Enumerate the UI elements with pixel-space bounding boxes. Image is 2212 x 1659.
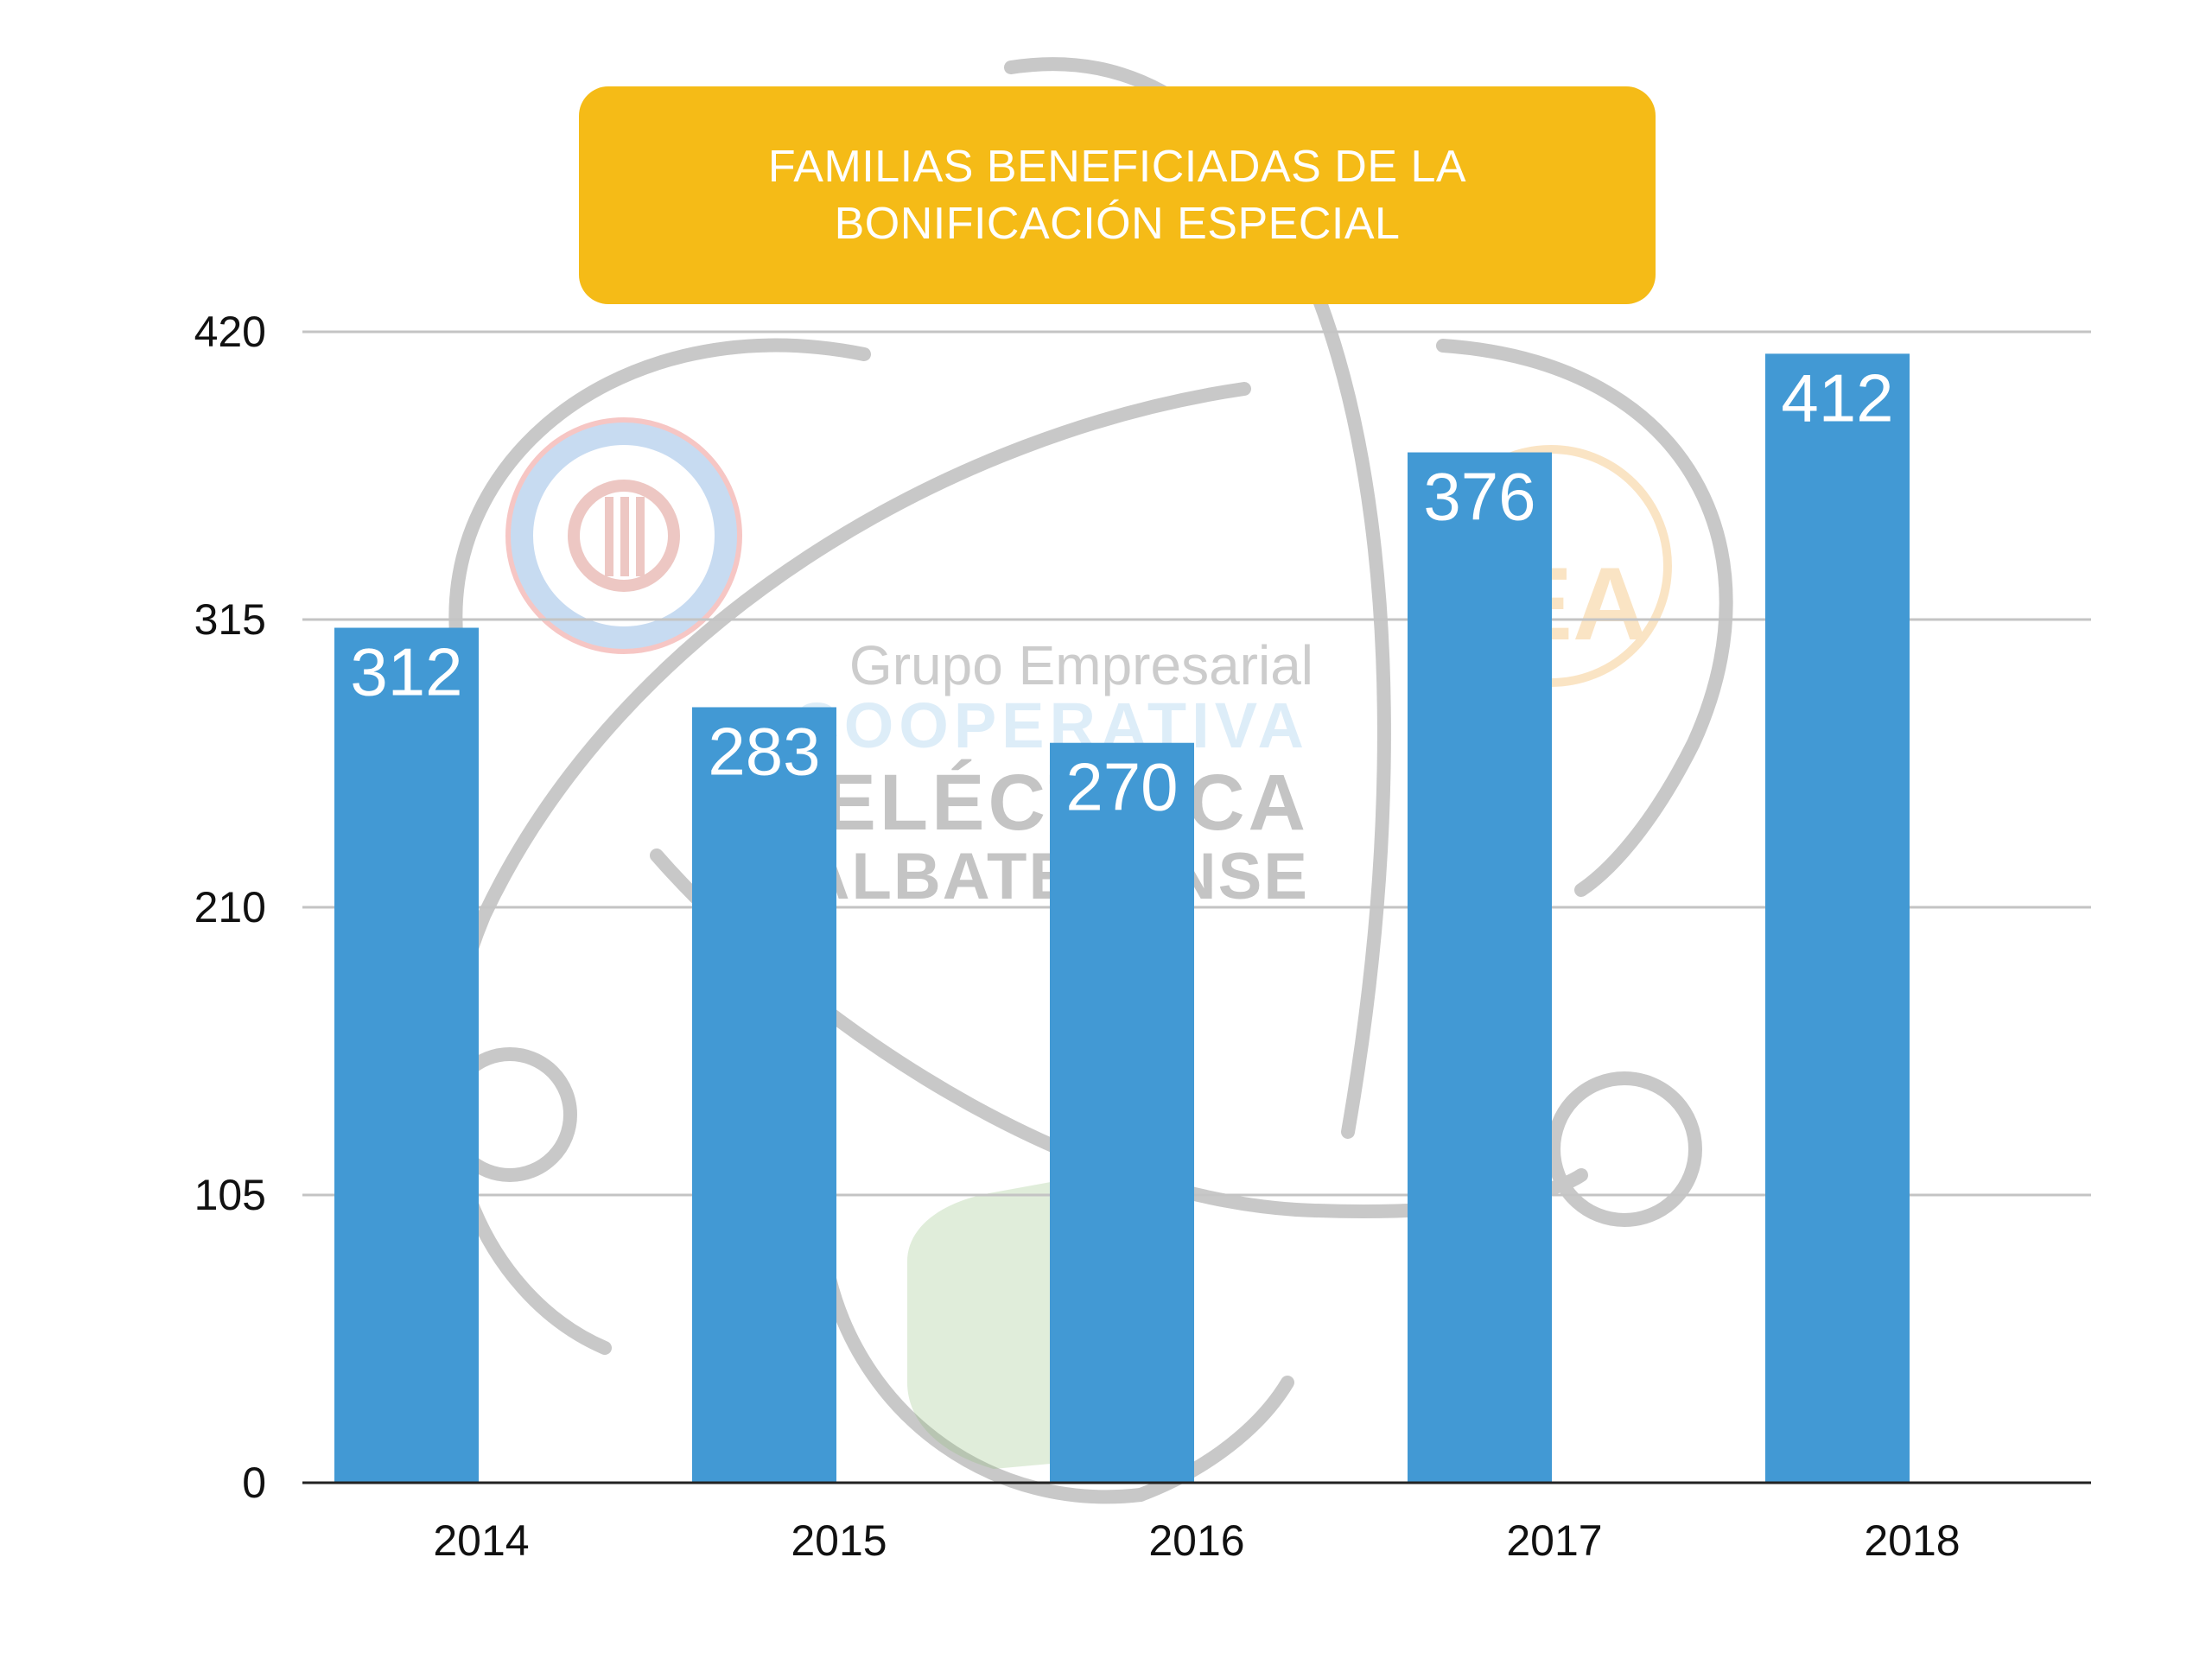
x-tick-label-2016: 2016 [1148,1516,1244,1565]
x-tick-label-2015: 2015 [791,1516,887,1565]
bar-value-labels: 312 283 270 376 412 [350,359,1893,824]
y-tick-label: 0 [242,1459,266,1507]
bars [334,353,1910,1483]
bar-2015 [692,707,836,1483]
x-tick-label-2017: 2017 [1506,1516,1602,1565]
bar-2014 [334,627,479,1483]
y-axis-ticks: 0 105 210 315 420 [194,308,266,1507]
bar-2018 [1765,353,1910,1483]
bar-label-2017: 376 [1423,459,1535,535]
watermark-line-2: COOPERATIVA [792,690,1309,761]
y-tick-label: 420 [194,308,266,356]
x-axis-ticks: 2014 2015 2016 2017 2018 [433,1516,1960,1565]
chart-title-box: FAMILIAS BENEFICIADAS DE LA BONIFICACIÓN… [579,86,1656,304]
y-tick-label: 315 [194,595,266,644]
chart-title: FAMILIAS BENEFICIADAS DE LA BONIFICACIÓN… [767,142,1467,249]
bar-label-2016: 270 [1065,749,1178,825]
x-tick-label-2018: 2018 [1864,1516,1960,1565]
bar-2017 [1408,452,1552,1483]
bar-label-2014: 312 [350,634,462,710]
y-tick-label: 105 [194,1171,266,1219]
bar-2016 [1050,742,1194,1483]
bar-label-2018: 412 [1781,359,1893,435]
watermark-line-1: Grupo Empresarial [849,634,1313,696]
y-tick-label: 210 [194,883,266,931]
x-tick-label-2014: 2014 [433,1516,529,1565]
bar-label-2015: 283 [708,713,820,789]
